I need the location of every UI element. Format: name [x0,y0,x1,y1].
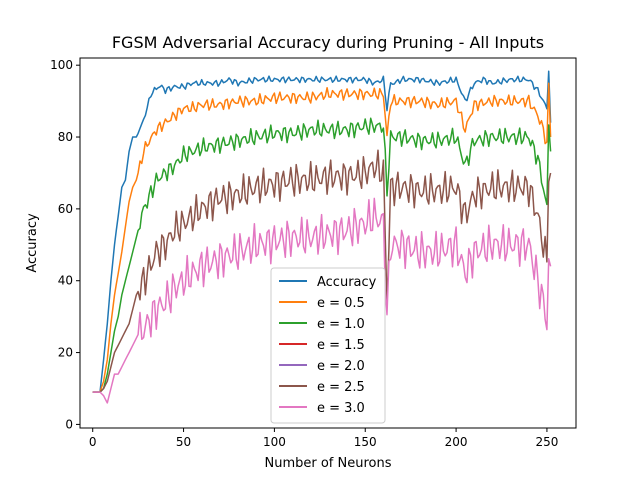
x-tick-label: 100 [263,435,286,449]
y-tick-label: 60 [58,202,73,216]
x-tick-label: 150 [354,435,377,449]
series-line-1 [92,82,552,393]
y-axis-ticks: 0 20 40 60 80 100 [50,58,80,431]
y-axis-label: Accuracy [25,213,40,273]
legend-label-1: e = 0.5 [317,296,365,311]
series-line-5 [92,149,552,393]
y-tick-label: 20 [58,346,73,360]
series-line-2 [92,117,552,393]
legend: Accuracy e = 0.5 e = 1.0 e = 1.5 e = 2.0 e = … [270,267,386,424]
y-tick-label: 100 [50,58,73,72]
y-tick-label: 0 [65,417,73,431]
legend-label-3: e = 1.5 [317,338,365,353]
x-axis-label: Number of Neurons [264,456,391,471]
plot-frame [79,57,577,429]
legend-label-4: e = 2.0 [317,359,365,374]
y-tick-label: 40 [58,274,73,288]
x-tick-label: 0 [89,435,97,449]
legend-label-5: e = 2.5 [317,380,365,395]
legend-box [270,267,386,424]
x-axis-ticks: 0 50 100 150 200 250 [89,428,558,449]
x-tick-label: 250 [535,435,558,449]
legend-label-6: e = 3.0 [317,401,365,416]
series-line-0 [92,70,552,393]
legend-label-0: Accuracy [317,275,377,290]
x-tick-label: 50 [176,435,191,449]
y-tick-label: 80 [58,130,73,144]
series-line-6 [92,197,552,404]
plot-lines [92,70,552,404]
x-tick-label: 200 [445,435,468,449]
chart-title: FGSM Adversarial Accuracy during Pruning… [112,33,544,52]
legend-label-2: e = 1.0 [317,317,365,332]
